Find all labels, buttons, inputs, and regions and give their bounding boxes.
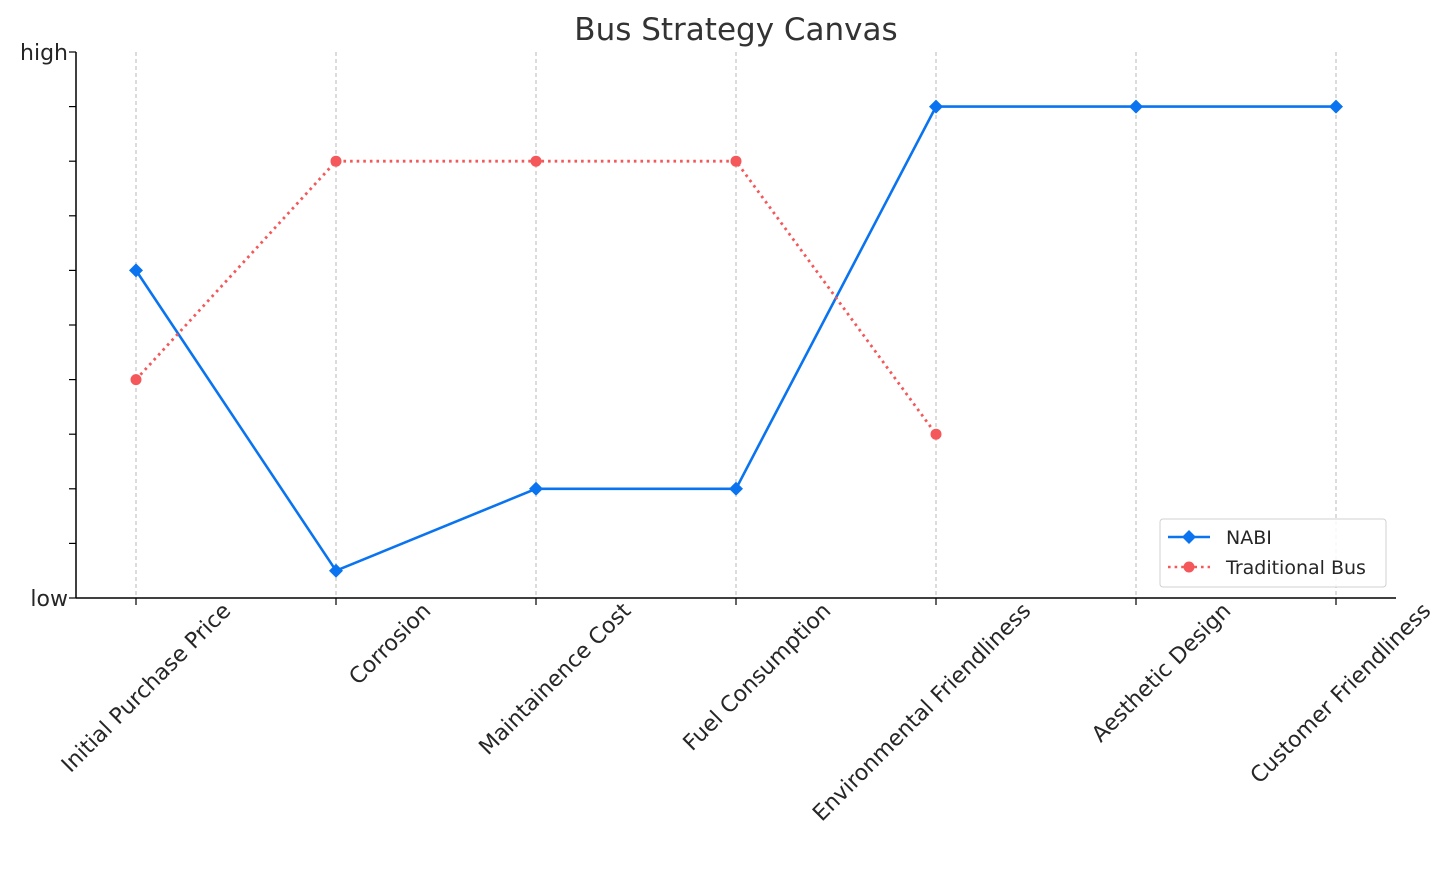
x-tick-label: Environmental Friendliness xyxy=(808,599,1036,827)
x-tick-label: Fuel Consumption xyxy=(679,599,837,757)
axes: low high Initial Purchase Price Corrosion Ma… xyxy=(20,41,1436,826)
data-point xyxy=(729,481,743,496)
series-layer xyxy=(129,99,1343,578)
series-1 xyxy=(130,155,942,440)
x-tick-label: Aesthetic Design xyxy=(1087,599,1236,748)
legend-item: NABI xyxy=(1168,527,1272,549)
legend-label: Traditional Bus xyxy=(1225,557,1366,579)
x-tick-label: Initial Purchase Price xyxy=(57,599,236,778)
data-point xyxy=(930,428,942,440)
legend-label: NABI xyxy=(1226,527,1272,549)
y-tick-label-high: high xyxy=(20,41,68,66)
x-tick-label: Corrosion xyxy=(345,599,437,691)
chart-title: Bus Strategy Canvas xyxy=(574,12,897,48)
data-point xyxy=(329,563,343,578)
legend-item: Traditional Bus xyxy=(1168,557,1366,579)
data-point xyxy=(129,263,143,278)
grid-lines xyxy=(135,52,1337,598)
legend: NABI Traditional Bus xyxy=(1159,518,1387,588)
data-point xyxy=(529,481,543,496)
data-point xyxy=(929,99,943,114)
x-tick-label: Customer Friendliness xyxy=(1246,599,1436,789)
x-tick-label: Maintainence Cost xyxy=(475,598,637,760)
legend-box xyxy=(1159,518,1387,588)
data-point xyxy=(330,155,342,167)
data-point xyxy=(1129,99,1143,114)
data-point xyxy=(730,155,742,167)
legend-marker xyxy=(1182,530,1196,544)
data-point xyxy=(130,374,142,386)
legend-marker xyxy=(1183,561,1195,573)
series-0 xyxy=(129,99,1343,578)
data-point xyxy=(1329,99,1343,114)
data-point xyxy=(530,155,542,167)
y-tick-label-low: low xyxy=(30,587,68,612)
